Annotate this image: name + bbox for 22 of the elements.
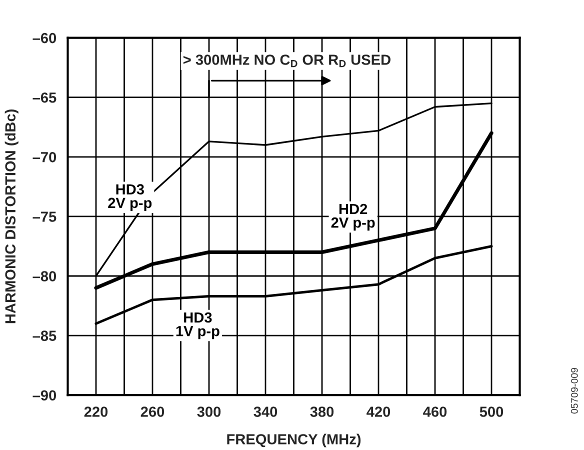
y-tick-label: –70: [32, 152, 56, 162]
y-tick-label: –90: [32, 390, 56, 401]
series-label: HD3 1V p-p: [176, 312, 220, 340]
x-tick-label: 380: [310, 406, 334, 417]
x-axis-title: FREQUENCY (MHz): [227, 434, 361, 448]
x-tick-label: 460: [423, 406, 447, 417]
y-axis-title: HARMONIC DISTORTION (dBc): [4, 110, 18, 324]
y-tick-label: –85: [32, 330, 56, 341]
x-tick-label: 340: [254, 406, 278, 417]
x-tick-label: 420: [366, 406, 390, 417]
text: 05709-009: [570, 368, 578, 414]
series-label: HD3 2V p-p: [108, 184, 152, 211]
y-tick-label: –80: [32, 271, 56, 282]
series-label: HD2 2V p-p: [331, 204, 375, 231]
annotation: > 300MHz NO C$_{D}$ OR R$_{D}$ USED: [183, 54, 390, 68]
x-tick-label: 300: [197, 406, 221, 417]
x-tick-label: 500: [480, 406, 504, 417]
y-tick-label: –60: [32, 32, 56, 44]
x-tick-label: 260: [140, 406, 164, 417]
y-tick-label: –75: [32, 212, 56, 222]
x-tick-label: 220: [84, 406, 108, 417]
y-tick-label: –65: [32, 92, 56, 103]
